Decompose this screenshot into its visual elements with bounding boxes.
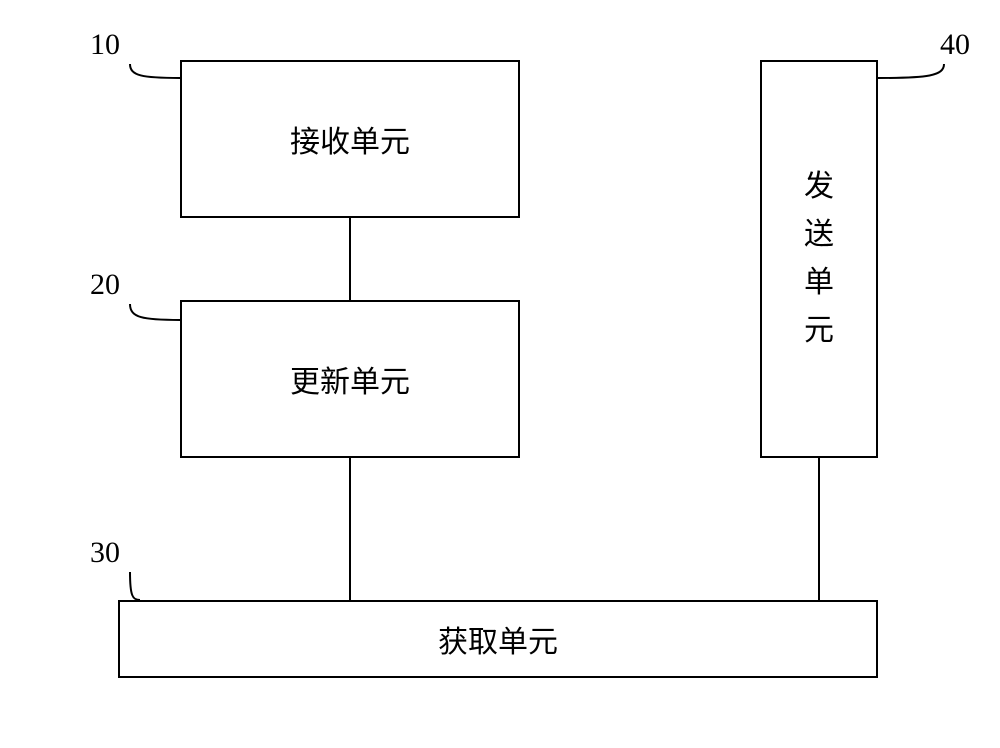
ref-label-20: 20 [90, 270, 120, 300]
ref-leader [130, 64, 180, 78]
ref-label-40: 40 [940, 30, 970, 60]
ref-label-10: 10 [90, 30, 120, 60]
ref-label-30: 30 [90, 538, 120, 568]
node-update-unit: 更新单元 [180, 300, 520, 458]
ref-leader [130, 572, 140, 600]
node-label-char: 元 [804, 307, 834, 355]
diagram-canvas: 接收单元 更新单元 获取单元 发送单元 10 20 30 40 [0, 0, 1000, 748]
node-label: 接收单元 [290, 117, 410, 161]
node-acquire-unit: 获取单元 [118, 600, 878, 678]
node-label-char: 发 [804, 163, 834, 211]
ref-leader [878, 64, 944, 78]
node-send-unit: 发送单元 [760, 60, 878, 458]
node-label-char: 送 [804, 211, 834, 259]
node-label: 获取单元 [438, 617, 558, 661]
node-receive-unit: 接收单元 [180, 60, 520, 218]
ref-leader [130, 304, 180, 320]
node-label: 更新单元 [290, 357, 410, 401]
node-label-char: 单 [804, 259, 834, 307]
